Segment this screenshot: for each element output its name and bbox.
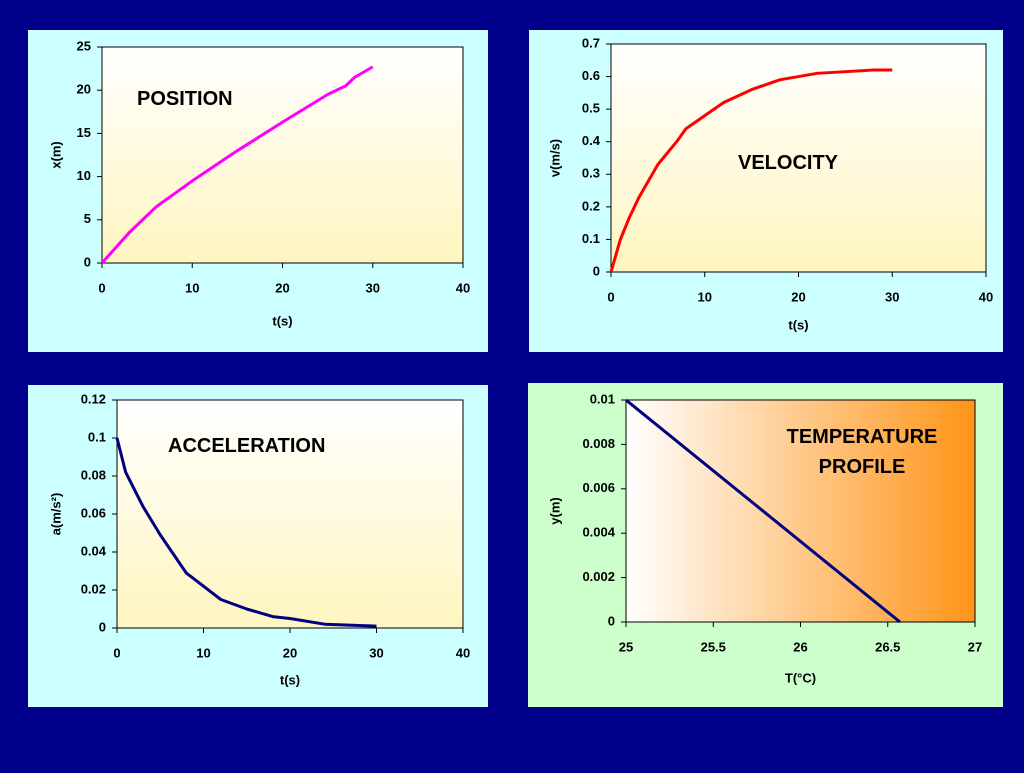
y-tick-label: 0 bbox=[84, 254, 91, 269]
x-tick-label: 10 bbox=[698, 289, 712, 304]
x-tick-label: 27 bbox=[968, 639, 982, 654]
y-tick-label: 0.008 bbox=[582, 436, 615, 451]
chart-panel: 0 10 20 30 40 0 5 10 15 20 25 t(s) x(m) POSITION bbox=[28, 30, 488, 352]
chart-panel: 25 25.5 26 26.5 27 0 0.002 0.004 0.006 0.008 0.01 T… bbox=[528, 383, 1003, 707]
x-axis-label: t(s) bbox=[272, 313, 292, 328]
x-axis-label: t(s) bbox=[788, 317, 808, 332]
x-tick-label: 20 bbox=[791, 289, 805, 304]
plot-area bbox=[101, 46, 464, 264]
annotation-box: POSITION bbox=[137, 88, 233, 110]
y-axis-label: y(m) bbox=[547, 497, 562, 524]
y-axis-label: a(m/s²) bbox=[48, 493, 63, 536]
data-line bbox=[100, 65, 374, 265]
annotation: TEMPERATURE PROFILE bbox=[786, 426, 938, 478]
y-tick-label: 20 bbox=[77, 82, 91, 97]
data-line bbox=[115, 437, 377, 628]
plot-area bbox=[116, 399, 464, 629]
y-tick-label: 0.5 bbox=[582, 101, 600, 116]
y-tick-label: 0.3 bbox=[582, 166, 600, 181]
y-tick-label: 0.1 bbox=[88, 429, 106, 444]
annotation-box: TEMPERATURE PROFILE bbox=[786, 426, 938, 478]
y-tick-label: 0.7 bbox=[582, 35, 600, 50]
data-line bbox=[625, 398, 901, 624]
x-tick-label: 30 bbox=[369, 645, 383, 660]
chart-panel: 0 10 20 30 40 0 0.02 0.04 0.06 0.08 0.1 0.12 t(s) a(m… bbox=[28, 385, 488, 707]
x-tick-label: 40 bbox=[979, 289, 993, 304]
annotation: ACCELERATION bbox=[168, 435, 326, 457]
y-tick-label: 0.12 bbox=[81, 391, 106, 406]
x-tick-label: 10 bbox=[185, 280, 199, 295]
y-tick-label: 0.6 bbox=[582, 68, 600, 83]
x-tick-label: 20 bbox=[275, 280, 289, 295]
x-tick-label: 0 bbox=[113, 645, 120, 660]
y-tick-label: 0.02 bbox=[81, 581, 106, 596]
y-axis-label: x(m) bbox=[48, 141, 63, 168]
y-tick-label: 0.004 bbox=[582, 525, 615, 540]
annotation: POSITION bbox=[137, 88, 233, 110]
y-tick-label: 0.01 bbox=[590, 391, 615, 406]
y-tick-label: 0.002 bbox=[582, 569, 615, 584]
y-axis-label: v(m/s) bbox=[547, 139, 562, 177]
y-tick-label: 0.06 bbox=[81, 505, 106, 520]
y-tick-label: 10 bbox=[77, 168, 91, 183]
x-tick-label: 25 bbox=[619, 639, 633, 654]
y-tick-label: 0.04 bbox=[81, 543, 107, 558]
plot-area bbox=[610, 43, 987, 273]
y-tick-label: 0 bbox=[593, 263, 600, 278]
x-tick-label: 0 bbox=[607, 289, 614, 304]
plot-area bbox=[625, 399, 976, 623]
x-axis-label: t(s) bbox=[280, 672, 300, 687]
x-tick-label: 0 bbox=[98, 280, 105, 295]
y-tick-label: 0.08 bbox=[81, 467, 106, 482]
x-tick-label: 26.5 bbox=[875, 639, 900, 654]
y-tick-label: 0 bbox=[99, 619, 106, 634]
y-tick-label: 0.006 bbox=[582, 480, 615, 495]
x-tick-label: 26 bbox=[793, 639, 807, 654]
x-tick-label: 40 bbox=[456, 645, 470, 660]
x-axis-label: T(°C) bbox=[785, 670, 816, 685]
data-line bbox=[609, 68, 893, 273]
y-tick-label: 15 bbox=[77, 125, 91, 140]
x-tick-label: 10 bbox=[196, 645, 210, 660]
annotation: VELOCITY bbox=[737, 152, 838, 174]
chart-panel: 0 10 20 30 40 0 0.1 0.2 0.3 0.4 0.5 0.6 0.7 t(s) v(m/s… bbox=[529, 30, 1003, 352]
x-tick-label: 30 bbox=[885, 289, 899, 304]
y-tick-label: 0.1 bbox=[582, 231, 600, 246]
x-tick-label: 40 bbox=[456, 280, 470, 295]
annotation-box: VELOCITY bbox=[737, 152, 838, 174]
y-tick-label: 0.4 bbox=[582, 133, 601, 148]
y-tick-label: 0.2 bbox=[582, 198, 600, 213]
y-tick-label: 0 bbox=[608, 613, 615, 628]
x-tick-label: 30 bbox=[366, 280, 380, 295]
x-tick-label: 20 bbox=[283, 645, 297, 660]
x-tick-label: 25.5 bbox=[701, 639, 726, 654]
y-tick-label: 5 bbox=[84, 211, 91, 226]
y-tick-label: 25 bbox=[77, 38, 91, 53]
annotation-box: ACCELERATION bbox=[168, 435, 326, 457]
